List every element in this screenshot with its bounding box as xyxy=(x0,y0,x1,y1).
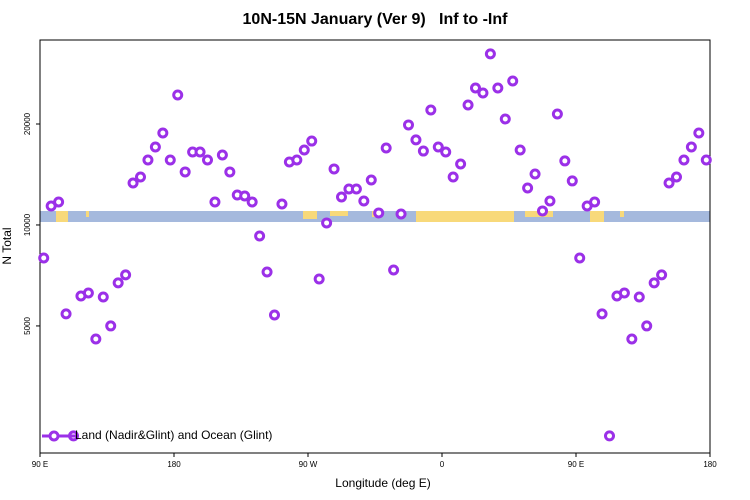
point xyxy=(246,196,258,208)
point xyxy=(261,266,273,278)
point xyxy=(447,171,459,183)
point xyxy=(470,82,481,94)
point xyxy=(507,75,519,87)
point xyxy=(529,168,541,180)
x-tick-label: 180 xyxy=(703,460,717,469)
point xyxy=(209,196,221,208)
point xyxy=(194,146,206,158)
point xyxy=(462,99,474,111)
point xyxy=(633,291,645,303)
point xyxy=(157,127,169,139)
point xyxy=(499,113,511,125)
point xyxy=(276,198,288,210)
point xyxy=(269,309,280,321)
point xyxy=(358,195,370,207)
point xyxy=(336,191,347,203)
point xyxy=(291,154,303,166)
point xyxy=(388,264,400,276)
point xyxy=(626,333,638,345)
point xyxy=(298,144,310,156)
point xyxy=(60,308,72,320)
point xyxy=(537,205,548,217)
plot-frame xyxy=(39,39,711,454)
point xyxy=(149,141,161,153)
point xyxy=(693,127,705,139)
point xyxy=(239,190,251,202)
point xyxy=(522,182,534,194)
x-tick-label: 0 xyxy=(440,460,445,469)
point xyxy=(321,217,333,229)
point xyxy=(112,277,124,289)
point xyxy=(135,171,146,183)
point xyxy=(551,108,563,120)
x-tick-label: 90 W xyxy=(299,460,318,469)
point xyxy=(224,166,236,178)
point xyxy=(306,135,318,147)
point xyxy=(403,119,414,131)
point xyxy=(380,142,392,154)
point xyxy=(618,287,630,299)
point xyxy=(559,155,571,167)
y-tick-label: 20000 xyxy=(23,112,32,135)
y-tick-label: 10000 xyxy=(23,213,32,236)
point xyxy=(432,141,444,153)
point xyxy=(574,252,586,264)
point xyxy=(164,154,176,166)
point xyxy=(596,308,608,320)
point xyxy=(440,146,452,158)
point xyxy=(648,277,660,289)
x-tick-label: 90 E xyxy=(32,460,48,469)
point xyxy=(328,163,340,175)
x-axis-label: Longitude (deg E) xyxy=(335,476,430,490)
legend: Land (Nadir&Glint) and Ocean (Glint) xyxy=(42,428,272,442)
point xyxy=(566,175,578,187)
point xyxy=(202,154,213,166)
point xyxy=(671,171,682,183)
point xyxy=(179,166,191,178)
chart-title: 10N-15N January (Ver 9) Inf to -Inf xyxy=(243,11,509,28)
y-tick-label: 5000 xyxy=(23,316,32,334)
point xyxy=(663,177,675,189)
point xyxy=(455,158,467,170)
point xyxy=(373,207,385,219)
point xyxy=(656,269,668,281)
point xyxy=(477,87,489,99)
point xyxy=(53,196,65,208)
point xyxy=(417,145,429,157)
point xyxy=(254,230,266,242)
point xyxy=(38,252,50,264)
y-axis-label: N Total xyxy=(0,227,14,264)
point xyxy=(90,333,102,345)
point xyxy=(172,89,184,101)
point xyxy=(142,154,154,166)
point xyxy=(120,269,132,281)
point xyxy=(105,320,117,332)
point xyxy=(484,48,496,60)
point xyxy=(216,149,228,161)
legend-marker xyxy=(48,430,60,442)
point xyxy=(395,208,407,220)
point xyxy=(492,82,504,94)
point xyxy=(410,134,422,146)
point xyxy=(685,141,697,153)
point xyxy=(544,195,556,207)
x-tick-label: 90 E xyxy=(568,460,584,469)
point xyxy=(425,104,437,116)
point xyxy=(678,154,690,166)
point xyxy=(604,430,615,442)
point xyxy=(365,174,377,186)
legend-label: Land (Nadir&Glint) and Ocean (Glint) xyxy=(75,428,272,442)
point xyxy=(127,177,139,189)
point xyxy=(97,291,109,303)
point xyxy=(700,154,712,166)
point xyxy=(82,287,94,299)
x-tick-label: 180 xyxy=(167,460,181,469)
point xyxy=(641,320,653,332)
point xyxy=(313,273,325,285)
point xyxy=(350,183,362,195)
point xyxy=(589,196,601,208)
point xyxy=(514,144,526,156)
